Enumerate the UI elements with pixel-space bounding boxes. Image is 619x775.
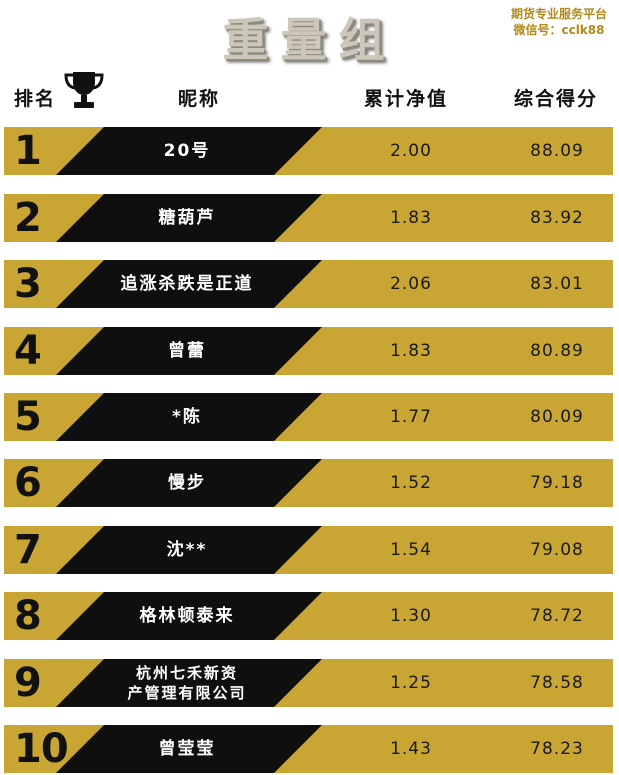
- name-band: [56, 327, 322, 375]
- table-row: 6 慢步 1.52 79.18: [4, 459, 613, 507]
- header-score: 综合得分: [514, 88, 599, 110]
- header-nav: 累计净值: [364, 88, 449, 110]
- composite-score: 79.18: [530, 473, 584, 493]
- rank-number: 1: [14, 128, 42, 174]
- table-row: 3 追涨杀跌是正道 2.06 83.01: [4, 260, 613, 308]
- cumulative-nav: 1.77: [390, 407, 432, 427]
- table-row: 4 曾蕾 1.83 80.89: [4, 327, 613, 375]
- name-band: [56, 659, 322, 707]
- table-row: 7 沈** 1.54 79.08: [4, 526, 613, 574]
- trophy-icon: [64, 72, 104, 108]
- name-band: [56, 725, 322, 773]
- cumulative-nav: 1.30: [390, 606, 432, 626]
- nickname: 曾莹莹: [158, 739, 216, 759]
- composite-score: 80.09: [530, 407, 584, 427]
- platform-info: 期货专业服务平台 微信号：cclk88: [511, 6, 607, 38]
- rank-number: 7: [14, 527, 42, 573]
- table-row: 9 杭州七禾新资 产管理有限公司 1.25 78.58: [4, 659, 613, 707]
- composite-score: 80.89: [530, 341, 584, 361]
- nickname: 沈**: [166, 540, 208, 560]
- rank-number: 9: [14, 660, 42, 706]
- table-row: 8 格林顿泰来 1.30 78.72: [4, 592, 613, 640]
- composite-score: 78.23: [530, 739, 584, 759]
- cumulative-nav: 2.00: [390, 141, 432, 161]
- nickname: 曾蕾: [168, 341, 206, 361]
- composite-score: 88.09: [530, 141, 584, 161]
- table-header: 排名 昵称 累计净值 综合得分: [0, 80, 619, 116]
- table-row: 10 曾莹莹 1.43 78.23: [4, 725, 613, 773]
- table-row: 5 *陈 1.77 80.09: [4, 393, 613, 441]
- rank-number: 5: [14, 394, 42, 440]
- nickname: 格林顿泰来: [139, 606, 235, 626]
- platform-wechat: 微信号：cclk88: [513, 23, 605, 37]
- nickname: 糖葫芦: [158, 208, 216, 228]
- nickname: 追涨杀跌是正道: [120, 274, 254, 294]
- table-row: 2 糖葫芦 1.83 83.92: [4, 194, 613, 242]
- nickname: 慢步: [168, 473, 206, 493]
- cumulative-nav: 1.83: [390, 341, 432, 361]
- header-rank: 排名: [14, 88, 57, 110]
- name-band: [56, 127, 322, 175]
- composite-score: 78.58: [530, 673, 584, 693]
- rank-number: 3: [14, 261, 42, 307]
- rank-number: 8: [14, 593, 42, 639]
- name-band: [56, 526, 322, 574]
- cumulative-nav: 1.54: [390, 540, 432, 560]
- rank-number: 2: [14, 195, 42, 241]
- nickname: *陈: [172, 407, 202, 427]
- table-row: 1 20号 2.00 88.09: [4, 127, 613, 175]
- cumulative-nav: 1.83: [390, 208, 432, 228]
- cumulative-nav: 2.06: [390, 274, 432, 294]
- nickname: 杭州七禾新资 产管理有限公司: [127, 664, 247, 702]
- composite-score: 83.92: [530, 208, 584, 228]
- cumulative-nav: 1.43: [390, 739, 432, 759]
- name-band: [56, 393, 322, 441]
- rank-number: 4: [14, 328, 42, 374]
- composite-score: 83.01: [530, 274, 584, 294]
- composite-score: 78.72: [530, 606, 584, 626]
- rank-number: 10: [14, 726, 69, 772]
- name-band: [56, 194, 322, 242]
- name-band: [56, 260, 322, 308]
- rank-number: 6: [14, 460, 42, 506]
- name-band: [56, 459, 322, 507]
- composite-score: 79.08: [530, 540, 584, 560]
- cumulative-nav: 1.52: [390, 473, 432, 493]
- page-title: 重量组: [222, 13, 397, 67]
- cumulative-nav: 1.25: [390, 673, 432, 693]
- nickname: 20号: [163, 141, 211, 161]
- platform-line1: 期货专业服务平台: [510, 7, 607, 21]
- header-nickname: 昵称: [178, 88, 221, 110]
- name-band: [56, 592, 322, 640]
